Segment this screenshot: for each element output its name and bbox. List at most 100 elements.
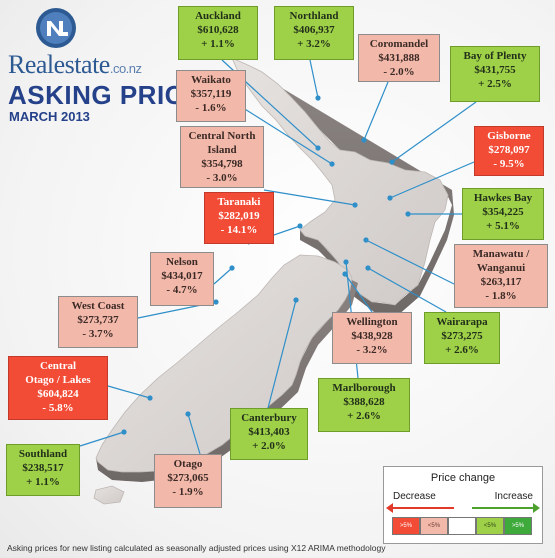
realestate-logo-icon — [36, 8, 76, 48]
region-change: + 1.1% — [26, 476, 60, 488]
location-dot — [293, 297, 299, 303]
legend-title: Price change — [430, 472, 496, 484]
decrease-arrow-icon — [386, 503, 454, 513]
region-name: Waikato — [191, 74, 231, 86]
region-price: $273,275 — [441, 330, 483, 342]
region-box-otago: Otago $273,065 - 1.9% — [154, 454, 222, 508]
brand-logo: Realestate.co.nz — [8, 50, 142, 80]
region-change: - 3.7% — [82, 328, 114, 340]
location-dot — [297, 223, 303, 229]
leader-line — [365, 239, 455, 285]
region-change: - 4.7% — [166, 284, 198, 296]
location-dots — [121, 95, 411, 435]
region-price: $354,798 — [201, 158, 243, 170]
location-dot — [229, 265, 235, 271]
location-dot — [343, 259, 349, 265]
region-name: Otago — [173, 458, 203, 470]
legend-swatches: >5% <5% <5% >5% — [392, 517, 532, 535]
leader-line — [267, 299, 297, 409]
leader-line — [239, 105, 333, 165]
brand-name: Realestate — [8, 50, 110, 79]
region-box-central-north-island: Central North Island $354,798 - 3.0% — [180, 126, 264, 188]
swatch-no-change — [448, 517, 476, 535]
region-box-coromandel: Coromandel $431,888 - 2.0% — [358, 34, 440, 82]
region-name: Hawkes Bay — [473, 192, 533, 204]
price-change-legend: Price change Decrease Increase >5% <5% <… — [383, 466, 543, 544]
leader-line — [344, 273, 373, 313]
location-dot — [213, 299, 219, 305]
region-box-central-otago-lakes: Central Otago / Lakes $604,824 - 5.8% — [8, 356, 108, 420]
page-subtitle: MARCH 2013 — [9, 109, 90, 124]
location-dot — [121, 429, 127, 435]
legend-decrease-label: Decrease — [393, 491, 436, 502]
location-dot — [315, 95, 321, 101]
region-change: - 2.0% — [383, 66, 415, 78]
region-box-canterbury: Canterbury $413,403 + 2.0% — [230, 408, 308, 460]
leader-line — [309, 59, 319, 99]
north-island — [231, 57, 449, 306]
region-price: $406,937 — [293, 24, 335, 36]
region-price: $273,737 — [77, 314, 119, 326]
region-change: - 1.9% — [172, 486, 204, 498]
swatch-decrease-gt5: >5% — [392, 517, 420, 535]
region-box-marlborough: Marlborough $388,628 + 2.6% — [318, 378, 410, 432]
leader-line — [367, 267, 447, 313]
region-price: $273,065 — [167, 472, 209, 484]
location-dot — [315, 145, 321, 151]
region-price: $282,019 — [218, 210, 260, 222]
region-box-auckland: Auckland $610,628 + 1.1% — [178, 6, 258, 60]
region-change: + 3.2% — [297, 38, 331, 50]
location-dot — [342, 271, 348, 277]
location-dot — [387, 195, 393, 201]
region-box-southland: Southland $238,517 + 1.1% — [6, 444, 80, 496]
region-name-line-1: Manawatu / — [472, 248, 530, 260]
region-name: Auckland — [195, 10, 241, 22]
leader-line — [389, 161, 475, 199]
location-dot — [329, 161, 335, 167]
region-price: $604,824 — [37, 388, 79, 400]
region-change: + 1.1% — [201, 38, 235, 50]
region-price: $238,517 — [22, 462, 64, 474]
south-island — [95, 254, 353, 473]
region-name-line-2: Wanganui — [476, 262, 526, 274]
footnote: Asking prices for new listing calculated… — [7, 543, 386, 553]
region-name: Southland — [18, 448, 68, 460]
region-name-line-2: Otago / Lakes — [25, 374, 91, 386]
region-name: Canterbury — [241, 412, 297, 424]
region-price: $434,017 — [161, 270, 203, 282]
region-box-manawatu-wanganui: Manawatu / Wanganui $263,117 - 1.8% — [454, 244, 548, 308]
swatch-decrease-lt5: <5% — [420, 517, 448, 535]
swatch-increase-gt5: >5% — [504, 517, 532, 535]
region-name: Northland — [289, 10, 339, 22]
region-change: - 3.2% — [356, 344, 388, 356]
leader-line — [79, 431, 125, 447]
region-name: Wairarapa — [436, 316, 488, 328]
region-name: Gisborne — [487, 130, 531, 142]
increase-arrow-icon — [472, 503, 540, 513]
region-change: + 2.6% — [347, 410, 381, 422]
region-price: $354,225 — [482, 206, 524, 218]
location-dot — [365, 265, 371, 271]
region-name: Taranaki — [217, 196, 261, 208]
region-change: + 2.6% — [445, 344, 479, 356]
leader-lines — [79, 59, 477, 455]
region-price: $263,117 — [480, 276, 522, 288]
region-box-hawkes-bay: Hawkes Bay $354,225 + 5.1% — [462, 188, 544, 240]
swatch-increase-lt5: <5% — [476, 517, 504, 535]
region-name: Bay of Plenty — [463, 50, 527, 62]
region-change: - 3.0% — [206, 172, 238, 184]
region-box-gisborne: Gisborne $278,097 - 9.5% — [474, 126, 544, 176]
leader-line — [187, 413, 201, 455]
legend-increase-label: Increase — [494, 491, 533, 502]
region-box-nelson: Nelson $434,017 - 4.7% — [150, 252, 214, 306]
location-dot — [405, 211, 411, 217]
region-price: $278,097 — [488, 144, 530, 156]
region-change: + 2.5% — [478, 78, 512, 90]
region-name: Marlborough — [332, 382, 396, 394]
region-change: - 9.5% — [493, 158, 525, 170]
region-name: West Coast — [71, 300, 125, 312]
location-dot — [361, 137, 367, 143]
region-box-west-coast: West Coast $273,737 - 3.7% — [58, 296, 138, 348]
